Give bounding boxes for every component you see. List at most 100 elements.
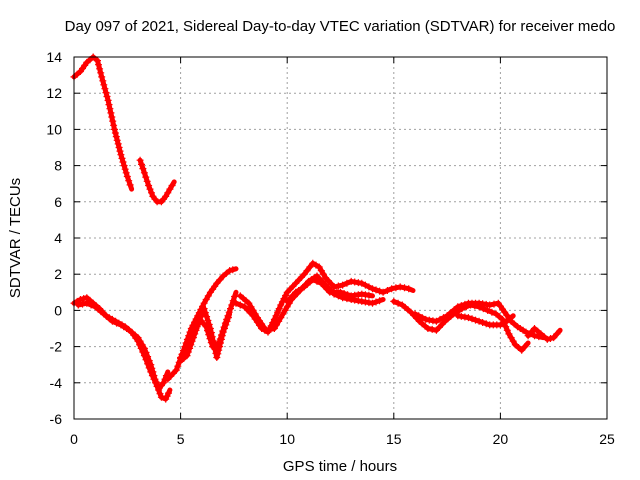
data-point-marker	[319, 270, 327, 278]
data-point-marker	[136, 337, 144, 345]
data-point-marker	[126, 181, 134, 189]
data-point-marker	[125, 177, 133, 185]
data-point-marker	[148, 189, 155, 197]
data-point-marker	[330, 283, 338, 291]
y-tick-label: 0	[54, 302, 62, 318]
data-point-marker	[147, 361, 155, 369]
data-point-marker	[200, 305, 208, 313]
series-6	[177, 305, 233, 361]
data-point-marker	[277, 301, 285, 309]
data-point-marker	[354, 279, 362, 287]
data-point-marker	[440, 314, 447, 322]
data-point-marker	[300, 270, 308, 278]
data-point-marker	[150, 372, 158, 380]
data-point-marker	[216, 343, 224, 351]
data-point-marker	[475, 317, 483, 325]
data-point-marker	[372, 286, 380, 294]
data-point-marker	[217, 339, 224, 347]
data-point-marker	[484, 306, 492, 314]
y-tick-label: 12	[46, 85, 62, 101]
data-point-marker	[207, 329, 215, 337]
data-point-marker	[157, 393, 165, 401]
data-point-marker	[205, 321, 213, 328]
data-point-marker	[340, 290, 348, 297]
y-tick-label: -4	[50, 375, 63, 391]
data-point-marker	[143, 177, 151, 185]
data-point-marker	[165, 389, 172, 397]
data-point-marker	[273, 321, 280, 329]
data-point-marker	[140, 169, 148, 177]
data-point-marker	[174, 362, 182, 370]
data-point-marker	[411, 310, 419, 318]
data-point-marker	[509, 337, 517, 345]
data-point-marker	[87, 301, 95, 309]
data-point-marker	[365, 283, 373, 291]
data-point-marker	[183, 343, 191, 351]
data-point-marker	[274, 308, 282, 316]
series-13	[524, 325, 563, 343]
data-point-marker	[162, 395, 170, 403]
data-point-marker	[486, 301, 494, 309]
data-point-marker	[277, 314, 285, 322]
data-point-marker	[226, 267, 234, 275]
data-point-marker	[270, 325, 278, 332]
data-point-marker	[376, 287, 384, 295]
data-point-marker	[457, 302, 465, 310]
data-point-marker	[108, 317, 116, 325]
data-point-marker	[206, 325, 214, 332]
data-point-marker	[531, 332, 538, 340]
data-point-marker	[201, 309, 209, 317]
data-point-marker	[424, 325, 432, 332]
data-point-marker	[383, 287, 391, 294]
data-point-marker	[96, 65, 104, 73]
data-point-marker	[139, 165, 147, 173]
data-point-marker	[144, 353, 152, 361]
data-point-marker	[228, 301, 236, 309]
data-point-marker	[183, 352, 191, 360]
data-point-marker	[106, 105, 114, 113]
y-tick-label: 10	[46, 121, 62, 137]
data-point-marker	[166, 185, 174, 193]
data-point-marker	[428, 325, 436, 333]
data-point-marker	[112, 133, 120, 141]
data-point-marker	[392, 284, 400, 292]
data-point-marker	[190, 328, 198, 336]
y-tick-label: 6	[54, 194, 62, 210]
data-point-marker	[354, 297, 362, 305]
series-12	[454, 312, 516, 329]
data-point-marker	[306, 263, 314, 271]
data-point-marker	[343, 279, 351, 287]
data-point-marker	[372, 298, 380, 306]
data-point-marker	[490, 300, 498, 308]
x-tick-label: 15	[386, 431, 402, 447]
data-point-marker	[134, 334, 142, 342]
data-point-marker	[388, 285, 396, 293]
data-point-marker	[80, 295, 88, 303]
x-tick-label: 0	[70, 431, 78, 447]
data-point-marker	[505, 330, 513, 338]
data-point-marker	[334, 282, 342, 290]
data-point-marker	[101, 85, 109, 93]
data-point-marker	[121, 165, 129, 173]
axis-ticks: 0 5 10 15 20 25 -6 -4 -2 0 2 4 6 8 10 12 14	[46, 49, 615, 447]
data-point-marker	[553, 330, 561, 338]
data-point-marker	[379, 288, 387, 296]
data-point-marker	[203, 313, 211, 321]
y-axis-label: SDTVAR / TECUs	[7, 178, 24, 298]
data-point-marker	[160, 379, 167, 387]
series-trace	[75, 300, 171, 391]
data-point-marker	[443, 312, 451, 320]
data-point-marker	[117, 151, 125, 159]
data-point-marker	[454, 303, 462, 311]
data-point-marker	[114, 140, 122, 148]
series-1	[136, 156, 177, 206]
data-point-marker	[142, 349, 150, 356]
data-point-marker	[163, 392, 171, 400]
data-point-marker	[102, 89, 110, 97]
data-point-marker	[108, 113, 116, 121]
data-point-marker	[177, 354, 185, 361]
data-point-marker	[339, 281, 347, 289]
data-point-marker	[164, 189, 172, 197]
data-point-marker	[74, 301, 82, 309]
data-point-marker	[337, 288, 344, 296]
